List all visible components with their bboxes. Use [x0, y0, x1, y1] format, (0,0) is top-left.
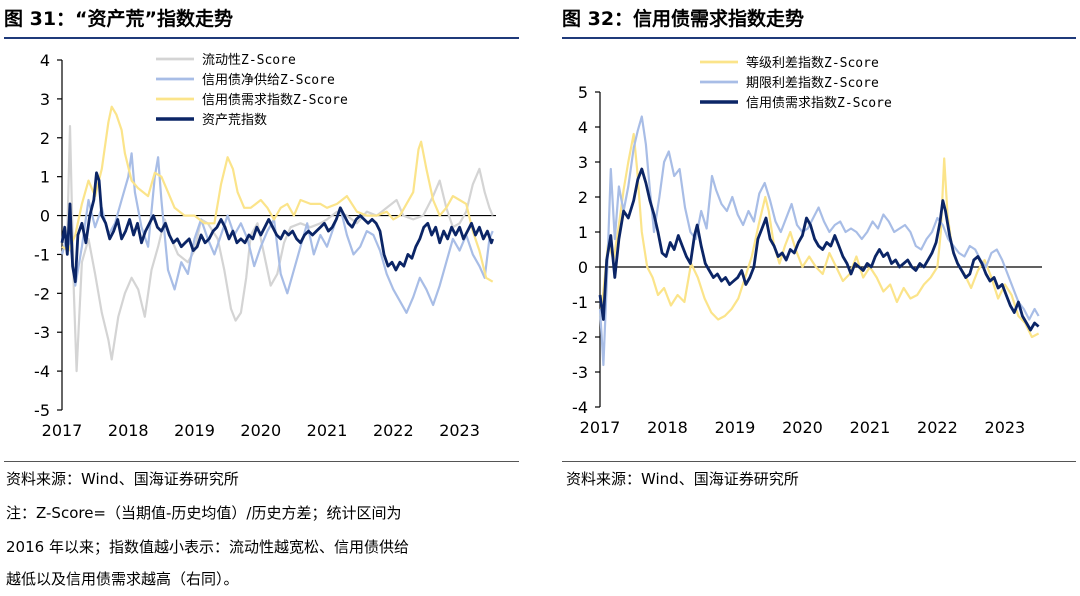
x-tick-label: 2020 [240, 421, 281, 440]
y-tick-label: 3 [40, 90, 50, 109]
x-tick-label: 2019 [174, 421, 215, 440]
x-tick-label: 2021 [850, 418, 891, 437]
y-tick-label: -1 [34, 245, 50, 264]
legend-label: 等级利差指数Z-Score [746, 55, 879, 71]
x-tick-label: 2023 [439, 421, 480, 440]
y-tick-label: 4 [578, 118, 588, 137]
right-source: 资料来源：Wind、国海证券研究所 [566, 470, 799, 488]
y-tick-label: -3 [572, 363, 588, 382]
x-tick-label: 2021 [307, 421, 348, 440]
y-tick-label: -4 [572, 398, 588, 417]
legend-label: 信用债需求指数Z-Score [202, 93, 348, 108]
y-tick-label: 1 [578, 223, 588, 242]
y-tick-label: 4 [40, 51, 50, 70]
right-chart-title: 图 32：信用债需求指数走势 [562, 8, 805, 30]
left-note-line-3: 越低以及信用债需求越高（右同）。 [6, 570, 239, 588]
right-title-rule [562, 37, 1076, 39]
legend-label: 流动性Z-Score [202, 53, 296, 68]
y-tick-label: -5 [34, 401, 50, 420]
y-tick-label: -3 [34, 323, 50, 342]
legend-label: 信用债净供给Z-Score [202, 73, 335, 88]
x-tick-label: 2018 [647, 418, 688, 437]
legend-label: 期限利差指数Z-Score [746, 76, 879, 91]
y-tick-label: 0 [578, 258, 588, 277]
y-tick-label: -2 [572, 328, 588, 347]
y-tick-label: -2 [34, 284, 50, 303]
series-line-1 [598, 115, 1040, 367]
series-line-0 [598, 132, 1040, 339]
y-tick-label: 0 [40, 207, 50, 226]
left-note-line-1: 注：Z-Score=（当期值-历史均值）/历史方差；统计区间为 [6, 504, 402, 522]
y-tick-label: 5 [578, 83, 588, 102]
legend-label: 信用债需求指数Z-Score [746, 96, 892, 111]
x-tick-label: 2019 [715, 418, 756, 437]
y-tick-label: 3 [578, 153, 588, 172]
legend-label: 资产荒指数 [202, 113, 267, 128]
x-tick-label: 2020 [782, 418, 823, 437]
x-tick-label: 2018 [108, 421, 149, 440]
y-tick-label: -4 [34, 362, 50, 381]
left-chart-title: 图 31：“资产荒”指数走势 [4, 8, 234, 30]
left-title-rule [4, 37, 519, 39]
left-note-line-2: 2016 年以来；指数值越小表示：流动性越宽松、信用债供给 [6, 538, 409, 556]
left-source: 资料来源：Wind、国海证券研究所 [6, 470, 239, 488]
x-tick-label: 2022 [917, 418, 958, 437]
x-tick-label: 2022 [373, 421, 414, 440]
series-line-2 [61, 105, 494, 283]
x-tick-label: 2017 [580, 418, 621, 437]
right-source-rule [562, 461, 1076, 462]
x-tick-label: 2023 [985, 418, 1026, 437]
y-tick-label: 2 [40, 129, 50, 148]
y-tick-label: 1 [40, 168, 50, 187]
series-line-2 [598, 167, 1040, 332]
x-tick-label: 2017 [42, 421, 83, 440]
y-tick-label: -1 [572, 293, 588, 312]
left-source-rule [4, 461, 519, 462]
y-tick-label: 2 [578, 188, 588, 207]
series-line-3 [60, 171, 495, 284]
